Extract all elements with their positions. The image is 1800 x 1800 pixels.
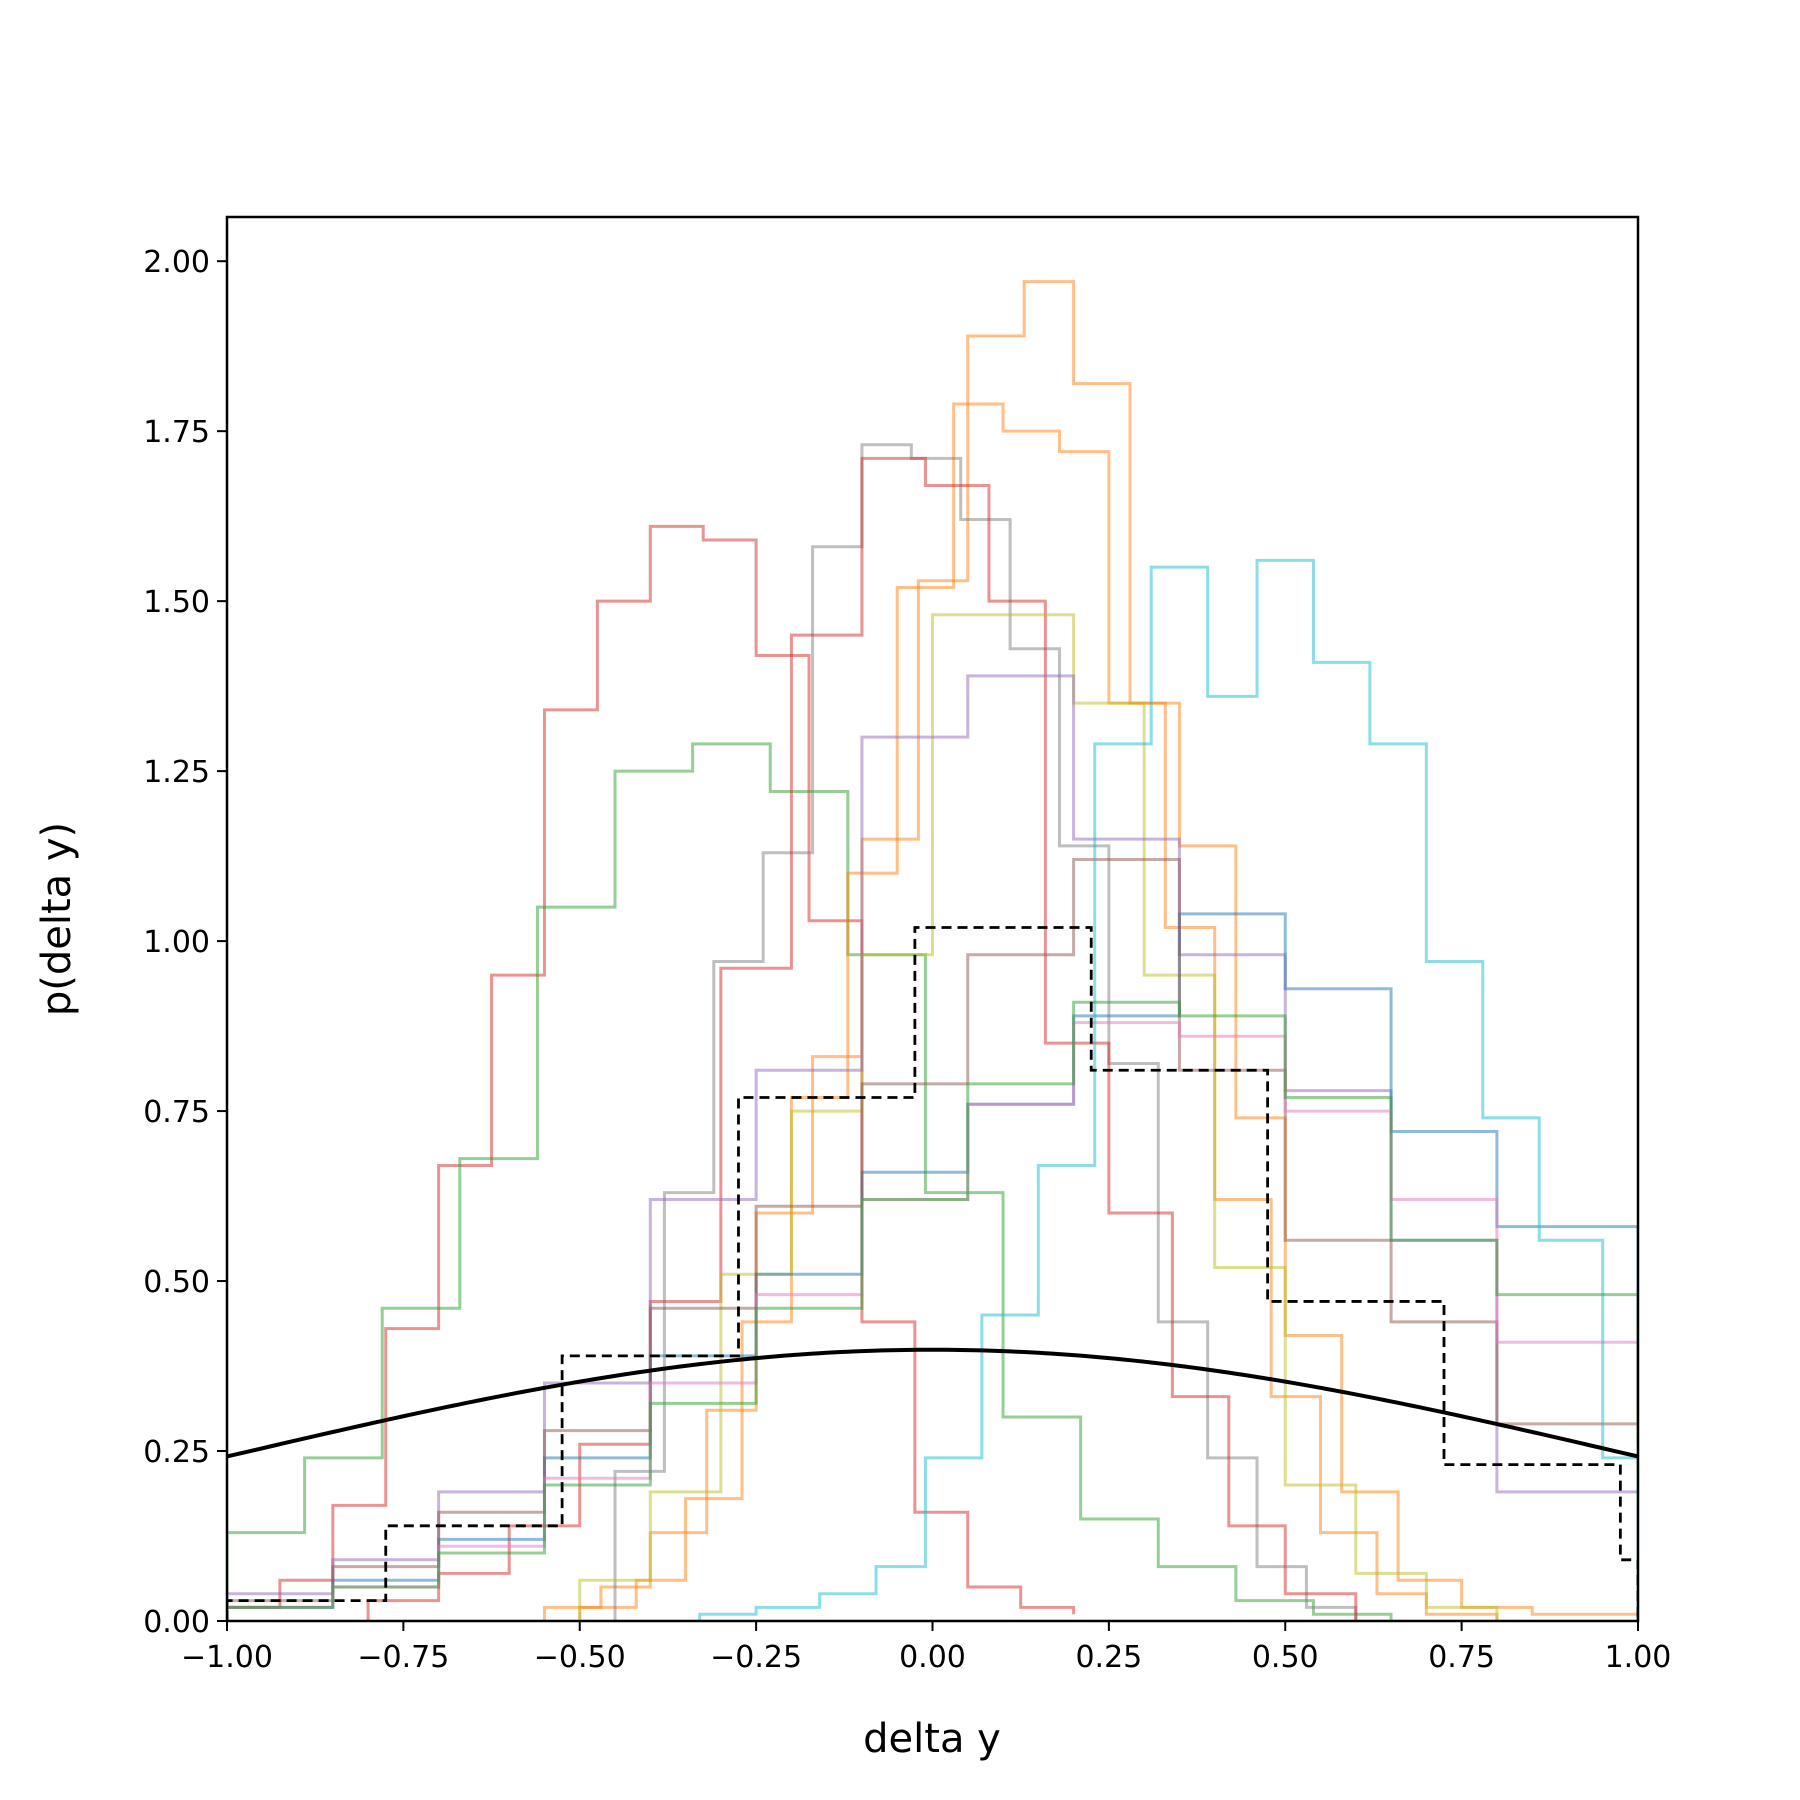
x-tick-label: −0.25 bbox=[710, 1640, 802, 1675]
x-tick-label: 0.25 bbox=[1075, 1640, 1142, 1675]
x-tick-label: 0.75 bbox=[1428, 1640, 1495, 1675]
histogram-series-1 bbox=[227, 524, 1076, 1621]
y-tick-label: 1.75 bbox=[143, 415, 210, 450]
y-tick-label: 1.25 bbox=[143, 755, 210, 790]
x-tick-label: 0.00 bbox=[899, 1640, 966, 1675]
series-layer bbox=[227, 280, 1638, 1621]
y-tick-label: 1.00 bbox=[143, 925, 210, 960]
y-tick-label: 2.00 bbox=[143, 245, 210, 280]
y-axis: 0.00 0.25 0.50 0.75 1.00 1.25 1.50 1.75 2.00 bbox=[143, 245, 227, 1640]
x-tick-label: 1.00 bbox=[1605, 1640, 1672, 1675]
plot-area bbox=[225, 215, 1640, 1623]
y-axis-label: p(delta y) bbox=[34, 822, 80, 1016]
x-axis: −1.00 −0.75 −0.50 −0.25 0.00 0.25 0.50 0.75 1.00 bbox=[181, 1621, 1671, 1675]
histogram-series-7 bbox=[578, 613, 1499, 1621]
histogram-series-dashed bbox=[227, 926, 1638, 1621]
histogram-series-2 bbox=[227, 742, 1393, 1621]
y-tick-label: 1.50 bbox=[143, 585, 210, 620]
y-tick-label: 0.00 bbox=[143, 1605, 210, 1640]
y-tick-label: 0.25 bbox=[143, 1435, 210, 1470]
normal-reference-curve bbox=[227, 1347, 1638, 1459]
histogram-series-4 bbox=[542, 280, 1638, 1621]
x-axis-label: delta y bbox=[863, 1716, 1001, 1762]
histogram-series-3 bbox=[578, 402, 1499, 1621]
histogram-series-13 bbox=[227, 1000, 1638, 1621]
x-tick-label: −0.50 bbox=[534, 1640, 626, 1675]
y-tick-label: 0.50 bbox=[143, 1265, 210, 1300]
x-tick-label: 0.50 bbox=[1252, 1640, 1319, 1675]
y-tick-label: 0.75 bbox=[143, 1095, 210, 1130]
x-tick-label: −1.00 bbox=[181, 1640, 273, 1675]
x-tick-label: −0.75 bbox=[357, 1640, 449, 1675]
histogram-series-12 bbox=[698, 558, 1638, 1621]
histogram-series-5 bbox=[613, 443, 1358, 1621]
